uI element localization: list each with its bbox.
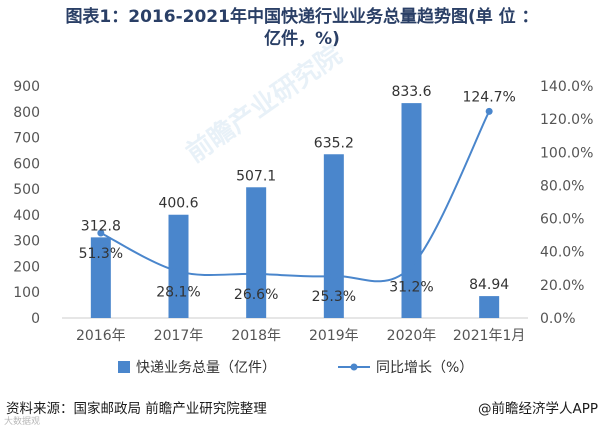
line-group	[97, 107, 493, 283]
bar-2021年1月	[479, 296, 500, 318]
chart-title: 图表1：2016-2021年中国快递行业业务总量趋势图(单 位 ： 亿件，%)	[0, 6, 604, 50]
x-tick-label: 2018年	[231, 328, 281, 344]
y-left-tick-label: 800	[13, 105, 40, 121]
growth-value-label: 51.3%	[79, 246, 123, 262]
bar-value-label: 312.8	[81, 218, 121, 234]
x-tick-label: 2021年1月	[453, 328, 526, 344]
credit-note: @前瞻经济学人APP	[477, 401, 598, 417]
growth-value-label: 25.3%	[312, 289, 356, 305]
y-right-tick-label: 120.0%	[540, 112, 593, 128]
bar-value-label: 833.6	[391, 84, 431, 100]
growth-value-label: 124.7%	[462, 89, 515, 105]
legend-line-label: 同比增长（%）	[376, 360, 473, 376]
legend-bar-swatch	[118, 361, 130, 373]
legend-bar-label: 快递业务总量（亿件）	[136, 360, 276, 376]
growth-value-label: 26.6%	[234, 287, 278, 303]
y-right-tick-label: 100.0%	[540, 145, 593, 161]
growth-point-2017年	[175, 267, 182, 275]
chart-title-line2: 亿件，%)	[264, 29, 340, 49]
bar-2016年	[90, 237, 111, 318]
y-right-tick-label: 80.0%	[540, 178, 584, 194]
growth-point-2020年	[408, 262, 415, 270]
bar-value-label: 400.6	[158, 196, 198, 212]
growth-point-2019年	[330, 272, 338, 280]
x-tick-label: 2019年	[309, 328, 359, 344]
growth-point-2021年1月	[485, 107, 493, 115]
y-left-tick-label: 100	[13, 285, 40, 301]
y-left-tick-label: 300	[13, 234, 40, 250]
x-tick-label: 2016年	[76, 328, 126, 344]
data-labels-group: 312.8 400.6 507.1 635.2 833.6 84.94 51.3% 28.1%…	[79, 84, 516, 305]
y-left-tick-label: 0	[31, 311, 40, 327]
bar-value-label: 635.2	[314, 135, 354, 151]
y-right-tick-label: 140.0%	[540, 79, 593, 95]
chart-title-line1: 图表1：2016-2021年中国快递行业业务总量趋势图(单 位 ：	[65, 7, 539, 27]
legend: 快递业务总量（亿件） 同比增长（%）	[118, 360, 473, 376]
corner-stamp: 大数据观	[4, 417, 41, 427]
growth-point-2018年	[252, 270, 260, 278]
axes-group: 0 100 200 300 400 500 600 700 800 900 0.0% 20.0% 40.…	[13, 79, 593, 344]
bar-value-label: 84.94	[469, 277, 509, 293]
bars-group	[90, 103, 500, 318]
bar-2018年	[246, 187, 267, 318]
x-tick-label: 2020年	[387, 328, 437, 344]
y-right-tick-label: 0.0%	[540, 311, 576, 327]
growth-value-label: 28.1%	[156, 284, 200, 300]
growth-value-label: 31.2%	[389, 279, 433, 295]
y-left-tick-label: 500	[13, 182, 40, 198]
growth-point-2016年	[97, 229, 105, 237]
bar-2020年	[401, 103, 422, 318]
legend-line-marker	[350, 363, 358, 371]
source-note: 资料来源：国家邮政局 前瞻产业研究院整理	[6, 401, 267, 417]
bar-2017年	[168, 214, 189, 318]
y-right-tick-label: 20.0%	[540, 278, 584, 294]
y-left-tick-label: 900	[13, 79, 40, 95]
bar-value-label: 507.1	[236, 168, 276, 184]
y-right-tick-label: 60.0%	[540, 212, 584, 228]
y-right-tick-label: 40.0%	[540, 245, 584, 261]
y-left-tick-label: 600	[13, 156, 40, 172]
y-left-tick-label: 700	[13, 131, 40, 147]
growth-line	[100, 110, 491, 283]
y-left-tick-label: 400	[13, 208, 40, 224]
x-tick-label: 2017年	[154, 328, 204, 344]
y-left-tick-label: 200	[13, 259, 40, 275]
